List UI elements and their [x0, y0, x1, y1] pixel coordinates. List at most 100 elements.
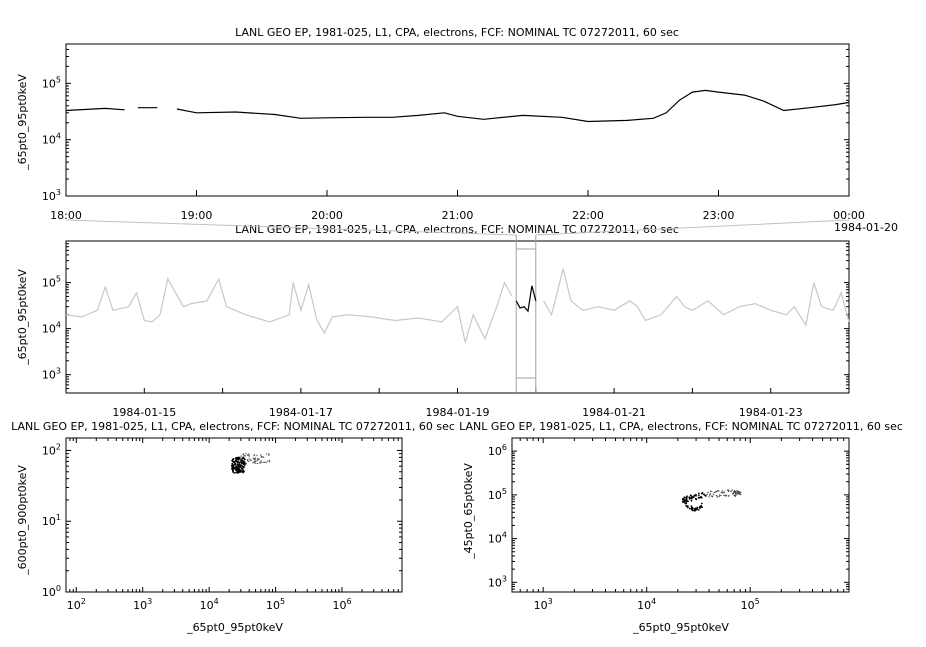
- top-y-tick-label: 105: [42, 75, 61, 90]
- bottom-left-x-tick-label: 106: [332, 597, 351, 612]
- top-y-axis-label: _65pt0_95pt0keV: [16, 74, 29, 171]
- top-x-tick-label: 21:00: [442, 209, 474, 222]
- bottom-left-point: [242, 461, 245, 464]
- bottom-right-point: [697, 494, 700, 497]
- bottom-left-point: [265, 453, 268, 455]
- bottom-left-point: [254, 460, 256, 463]
- bottom-right-point: [731, 489, 733, 491]
- bottom-left-point: [247, 460, 249, 462]
- top-x-tick-label: 19:00: [181, 209, 213, 222]
- bottom-right-point: [740, 491, 742, 494]
- bottom-right-point: [706, 493, 708, 495]
- bottom-left-point: [233, 471, 236, 474]
- bottom-left-point: [245, 453, 247, 455]
- middle-plot-frame: [65, 240, 850, 394]
- top-x-tick-date-label: 1984-01-20: [834, 221, 898, 234]
- bottom-left-point: [254, 458, 256, 461]
- bottom-right-point: [690, 499, 693, 502]
- bottom-right-point: [681, 498, 684, 501]
- bottom-right-point: [735, 494, 737, 496]
- bottom-left-point: [265, 461, 267, 463]
- bottom-right-point: [686, 506, 689, 509]
- bottom-left-point: [233, 460, 236, 463]
- bottom-right-point: [713, 491, 716, 494]
- bottom-left-point: [248, 458, 250, 460]
- bottom-right-point: [718, 494, 721, 496]
- bottom-right-y-tick-label: 105: [488, 487, 507, 502]
- top-plot-frame: [65, 43, 850, 197]
- bottom-right-point: [695, 493, 697, 496]
- bottom-right-point: [697, 508, 700, 511]
- bottom-right-point: [700, 505, 703, 507]
- middle-series-line-0: [65, 268, 850, 343]
- bottom-left-y-tick-label: 100: [42, 584, 61, 599]
- bottom-left-point: [238, 469, 241, 472]
- bottom-right-point: [705, 495, 707, 498]
- top-x-tick-label: 22:00: [572, 209, 604, 222]
- bottom-right-point: [728, 494, 730, 497]
- top-x-tick-label: 00:00: [833, 209, 865, 222]
- bottom-left-point: [249, 459, 252, 461]
- bottom-left-point: [243, 455, 246, 457]
- top-x-tick-label: 23:00: [703, 209, 735, 222]
- bottom-left-point: [232, 458, 235, 460]
- bottom-left-point: [243, 458, 246, 461]
- bottom-left-point: [231, 464, 234, 467]
- top-y-tick-label: 103: [42, 188, 61, 203]
- bottom-right-point: [688, 496, 691, 499]
- bottom-right-point: [690, 506, 693, 509]
- bottom-left-point: [234, 457, 237, 460]
- bottom-left-point: [236, 463, 239, 466]
- middle-y-axis-label: _65pt0_95pt0keV: [16, 269, 29, 366]
- bottom-right-point: [683, 500, 686, 503]
- bottom-right-point: [723, 494, 725, 497]
- bottom-right-point: [690, 497, 693, 500]
- bottom-left-point: [254, 462, 257, 464]
- bottom-right-x-tick-label: 103: [534, 597, 553, 612]
- bottom-left-point: [242, 456, 245, 459]
- zoom-connector-left: [65, 219, 517, 236]
- top-chart-title: LANL GEO EP, 1981-025, L1, CPA, electron…: [235, 26, 679, 39]
- bottom-right-point: [721, 490, 724, 492]
- bottom-left-x-axis-label: _65pt0_95pt0keV: [186, 621, 283, 634]
- bottom-left-chart-title: LANL GEO EP, 1981-025, L1, CPA, electron…: [11, 420, 455, 433]
- bottom-right-point: [686, 495, 688, 498]
- bottom-right-point: [688, 507, 691, 510]
- bottom-right-point: [696, 506, 699, 509]
- bottom-right-point: [737, 491, 739, 493]
- middle-x-tick-label: 1984-01-19: [426, 406, 490, 419]
- bottom-left-point: [248, 455, 250, 457]
- bottom-left-point: [248, 460, 250, 463]
- bottom-right-point: [711, 495, 713, 497]
- bottom-right-y-tick-label: 103: [488, 574, 507, 589]
- bottom-left-x-tick-label: 104: [200, 597, 219, 612]
- middle-x-tick-label: 1984-01-17: [269, 406, 333, 419]
- bottom-right-point: [716, 496, 718, 498]
- bottom-right-point: [685, 502, 687, 505]
- bottom-left-point: [262, 461, 264, 464]
- top-x-tick-label: 18:00: [50, 209, 82, 222]
- bottom-right-point: [730, 490, 732, 493]
- bottom-left-point: [234, 463, 237, 466]
- middle-x-tick-label: 1984-01-23: [739, 406, 803, 419]
- bottom-left-point: [232, 469, 234, 472]
- bottom-right-point: [720, 494, 722, 497]
- bottom-left-point: [268, 453, 270, 455]
- bottom-left-point: [263, 461, 266, 464]
- bottom-right-point: [703, 493, 705, 496]
- middle-series-line-1: [515, 285, 537, 313]
- bottom-left-point: [240, 467, 243, 469]
- bottom-right-x-tick-label: 104: [637, 597, 656, 612]
- bottom-right-point: [717, 490, 719, 492]
- bottom-right-point: [736, 490, 738, 492]
- bottom-right-point: [683, 496, 686, 499]
- bottom-right-point: [724, 495, 726, 497]
- bottom-left-x-tick-label: 105: [266, 597, 285, 612]
- bottom-right-point: [709, 490, 712, 493]
- bottom-left-point: [241, 461, 244, 464]
- bottom-left-point: [232, 466, 235, 469]
- bottom-left-plot-frame: [65, 437, 403, 593]
- bottom-left-y-axis-label: _600pt0_900pt0keV: [16, 465, 29, 576]
- bottom-left-point: [256, 462, 259, 465]
